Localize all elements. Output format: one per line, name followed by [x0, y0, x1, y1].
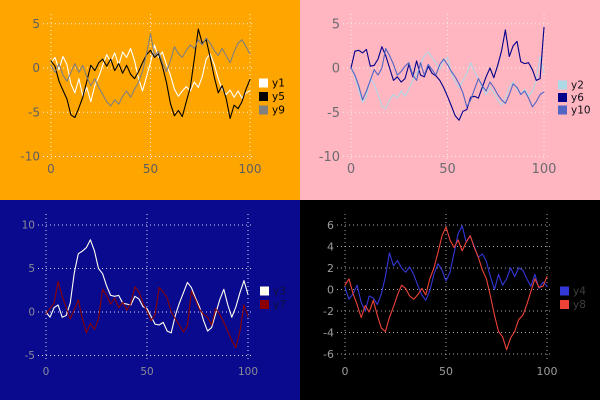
y-tick-label: 0: [32, 61, 40, 75]
legend-swatch-y2: [558, 80, 567, 90]
legend-label-y10: y10: [571, 105, 591, 117]
series-line-y2: [350, 51, 545, 110]
legend-item-y8: y8: [560, 299, 586, 311]
legend-label-y2: y2: [571, 80, 584, 92]
legend-label-y1: y1: [272, 78, 285, 90]
legend-item-y4: y4: [560, 286, 586, 298]
y-tick-label: -2: [323, 305, 334, 318]
legend-item-y6: y6: [558, 92, 584, 104]
legend-swatch-y10: [558, 105, 567, 115]
y-tick-label: 6: [327, 219, 334, 232]
x-tick-label: 100: [238, 366, 258, 378]
x-tick-label: 100: [239, 162, 262, 176]
x-tick-label: 0: [47, 162, 55, 176]
series-line-y3: [45, 239, 249, 334]
y-tick-label: 0: [332, 62, 340, 77]
y-tick-label: 2: [327, 262, 334, 275]
legend-item-y9: y9: [259, 105, 285, 117]
chart-background: [300, 200, 600, 400]
legend-swatch-y5: [259, 92, 268, 101]
chart-background: [300, 0, 600, 200]
legend-swatch-y6: [558, 93, 567, 102]
x-tick-label: 50: [439, 162, 456, 177]
legend-label-y8: y8: [573, 299, 586, 311]
y-tick-label: -6: [323, 348, 334, 361]
x-tick-label: 0: [43, 366, 50, 378]
x-tick-label: 50: [143, 162, 158, 176]
legend-swatch-y9: [259, 105, 268, 115]
chart-top-left: 5 0 -5 -10 0 50 100 y1 y5 y9: [0, 0, 300, 200]
legend-swatch-y3: [260, 286, 269, 296]
y-tick-label: 5: [32, 17, 40, 31]
y-tick-label: -10: [20, 150, 40, 164]
y-tick-label: 0: [327, 283, 334, 296]
y-tick-label: -4: [323, 326, 334, 339]
y-tick-label: -5: [25, 350, 35, 362]
legend-swatch-y1: [259, 78, 268, 88]
legend-label-y9: y9: [272, 105, 285, 117]
x-tick-label: 0: [347, 162, 355, 177]
y-tick-label: 10: [22, 220, 35, 232]
series-line-y10: [350, 47, 545, 108]
y-tick-label: 5: [28, 263, 35, 275]
x-tick-label: 100: [537, 365, 558, 378]
legend-item-y3: y3: [260, 286, 286, 298]
legend-item-y1: y1: [259, 78, 285, 90]
legend-swatch-y4: [560, 286, 569, 296]
y-tick-label: 0: [28, 307, 35, 319]
legend-item-y7: y7: [260, 299, 286, 311]
x-tick-label: 50: [140, 366, 153, 378]
legend-swatch-y7: [260, 300, 269, 309]
series-line-y6: [350, 26, 545, 121]
series-line-y5: [50, 28, 251, 119]
chart-top-right: 5 0 -5 -10 0 50 100 y2 y6 y10: [300, 0, 600, 200]
y-tick-label: -5: [28, 105, 40, 119]
series-line-y9: [50, 32, 251, 107]
legend-item-y2: y2: [558, 80, 584, 92]
legend-label-y4: y4: [573, 286, 586, 298]
y-tick-label: 4: [327, 240, 334, 253]
chart-bottom-right: 6 4 2 0 -2 -4 -6 0 50 100 y4 y8: [300, 200, 600, 400]
series-line-y4: [344, 225, 548, 312]
x-tick-label: 50: [439, 365, 453, 378]
legend-label-y7: y7: [273, 299, 286, 311]
legend-swatch-y8: [560, 300, 569, 309]
y-tick-label: -5: [327, 106, 340, 121]
series-line-y7: [45, 280, 249, 349]
chart-bottom-left: 10 5 0 -5 0 50 100 y3 y7: [0, 200, 300, 400]
legend-label-y3: y3: [273, 286, 286, 298]
y-tick-label: -10: [319, 150, 340, 165]
legend-label-y5: y5: [272, 91, 285, 103]
series-line-y8: [344, 226, 548, 351]
legend-label-y6: y6: [571, 92, 584, 104]
y-tick-label: 5: [332, 17, 340, 32]
legend-item-y10: y10: [558, 105, 591, 117]
x-tick-label: 0: [342, 365, 349, 378]
x-tick-label: 100: [532, 162, 557, 177]
legend-item-y5: y5: [259, 91, 285, 103]
chart-background: [0, 200, 300, 400]
